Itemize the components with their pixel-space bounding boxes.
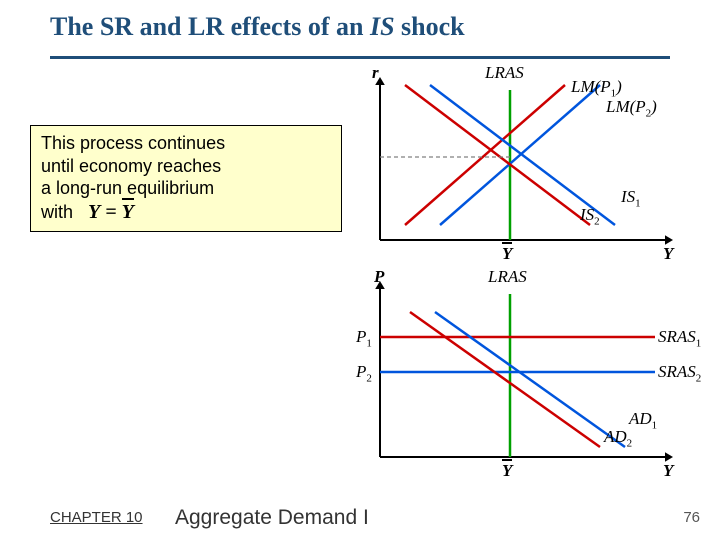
sras1-label: SRAS1	[658, 327, 701, 349]
is2-label: IS2	[580, 205, 600, 227]
lm-p2-label: LM(P2)	[606, 97, 657, 119]
ad1-label: AD1	[629, 409, 657, 431]
top-ybar-label: Y	[502, 244, 512, 264]
slide-title: The SR and LR effects of an IS shock	[50, 12, 465, 42]
islm-chart: rLRASLM(P1)LM(P2)IS1IS2YY	[355, 75, 695, 265]
top-yaxis-label: r	[372, 63, 379, 83]
bottom-yaxis-label: P	[374, 267, 384, 287]
bottom-ybar-label: Y	[502, 461, 512, 481]
bottom-xaxis-label: Y	[663, 461, 673, 481]
is1-label: IS1	[621, 187, 641, 209]
text-line3: a long-run equilibrium	[41, 178, 214, 198]
top-lras-label: LRAS	[485, 63, 524, 83]
bottom-lras-label: LRAS	[488, 267, 527, 287]
footer-title: Aggregate Demand I	[175, 506, 369, 530]
text-line4-prefix: with	[41, 202, 73, 222]
p2-label: P2	[356, 362, 372, 384]
text-line2: until economy reaches	[41, 156, 221, 176]
sras2-label: SRAS2	[658, 362, 701, 384]
top-xaxis-label: Y	[663, 244, 673, 264]
p1-label: P1	[356, 327, 372, 349]
text-line1: This process continues	[41, 133, 225, 153]
adas-chart: PLRASP1P2SRAS1SRAS2AD1AD2YY	[355, 282, 695, 482]
title-underline	[50, 56, 670, 59]
footer-chapter: CHAPTER 10	[50, 509, 143, 526]
ad2-label: AD2	[604, 427, 632, 449]
explanation-box: This process continues until economy rea…	[30, 125, 342, 232]
page-number: 76	[683, 509, 700, 526]
